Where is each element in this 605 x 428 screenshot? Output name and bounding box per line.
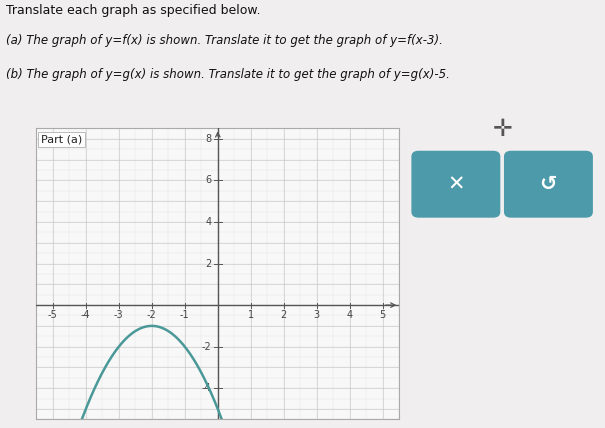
Text: 8: 8 xyxy=(205,134,211,144)
Text: -3: -3 xyxy=(114,310,123,320)
Text: Part (a): Part (a) xyxy=(41,135,82,145)
Text: -2: -2 xyxy=(147,310,157,320)
Text: 6: 6 xyxy=(205,175,211,185)
Text: 5: 5 xyxy=(380,310,386,320)
Text: Translate each graph as specified below.: Translate each graph as specified below. xyxy=(6,4,261,17)
Text: ✛: ✛ xyxy=(492,117,512,141)
Text: (a) The graph of y=f(x) is shown. Translate it to get the graph of y=f(x-3).: (a) The graph of y=f(x) is shown. Transl… xyxy=(6,34,443,47)
Text: -1: -1 xyxy=(180,310,189,320)
Text: 2: 2 xyxy=(205,259,211,268)
Text: 4: 4 xyxy=(347,310,353,320)
Text: (b) The graph of y=g(x) is shown. Translate it to get the graph of y=g(x)-5.: (b) The graph of y=g(x) is shown. Transl… xyxy=(6,68,450,81)
Text: -2: -2 xyxy=(201,342,211,352)
Text: 4: 4 xyxy=(205,217,211,227)
FancyBboxPatch shape xyxy=(504,151,593,218)
Text: 2: 2 xyxy=(281,310,287,320)
Text: ✕: ✕ xyxy=(447,174,465,194)
Text: ↺: ↺ xyxy=(540,174,557,194)
Text: -4: -4 xyxy=(81,310,91,320)
Text: 3: 3 xyxy=(314,310,320,320)
Text: 1: 1 xyxy=(247,310,254,320)
FancyBboxPatch shape xyxy=(411,151,500,218)
Text: -4: -4 xyxy=(201,383,211,393)
Text: -5: -5 xyxy=(48,310,57,320)
